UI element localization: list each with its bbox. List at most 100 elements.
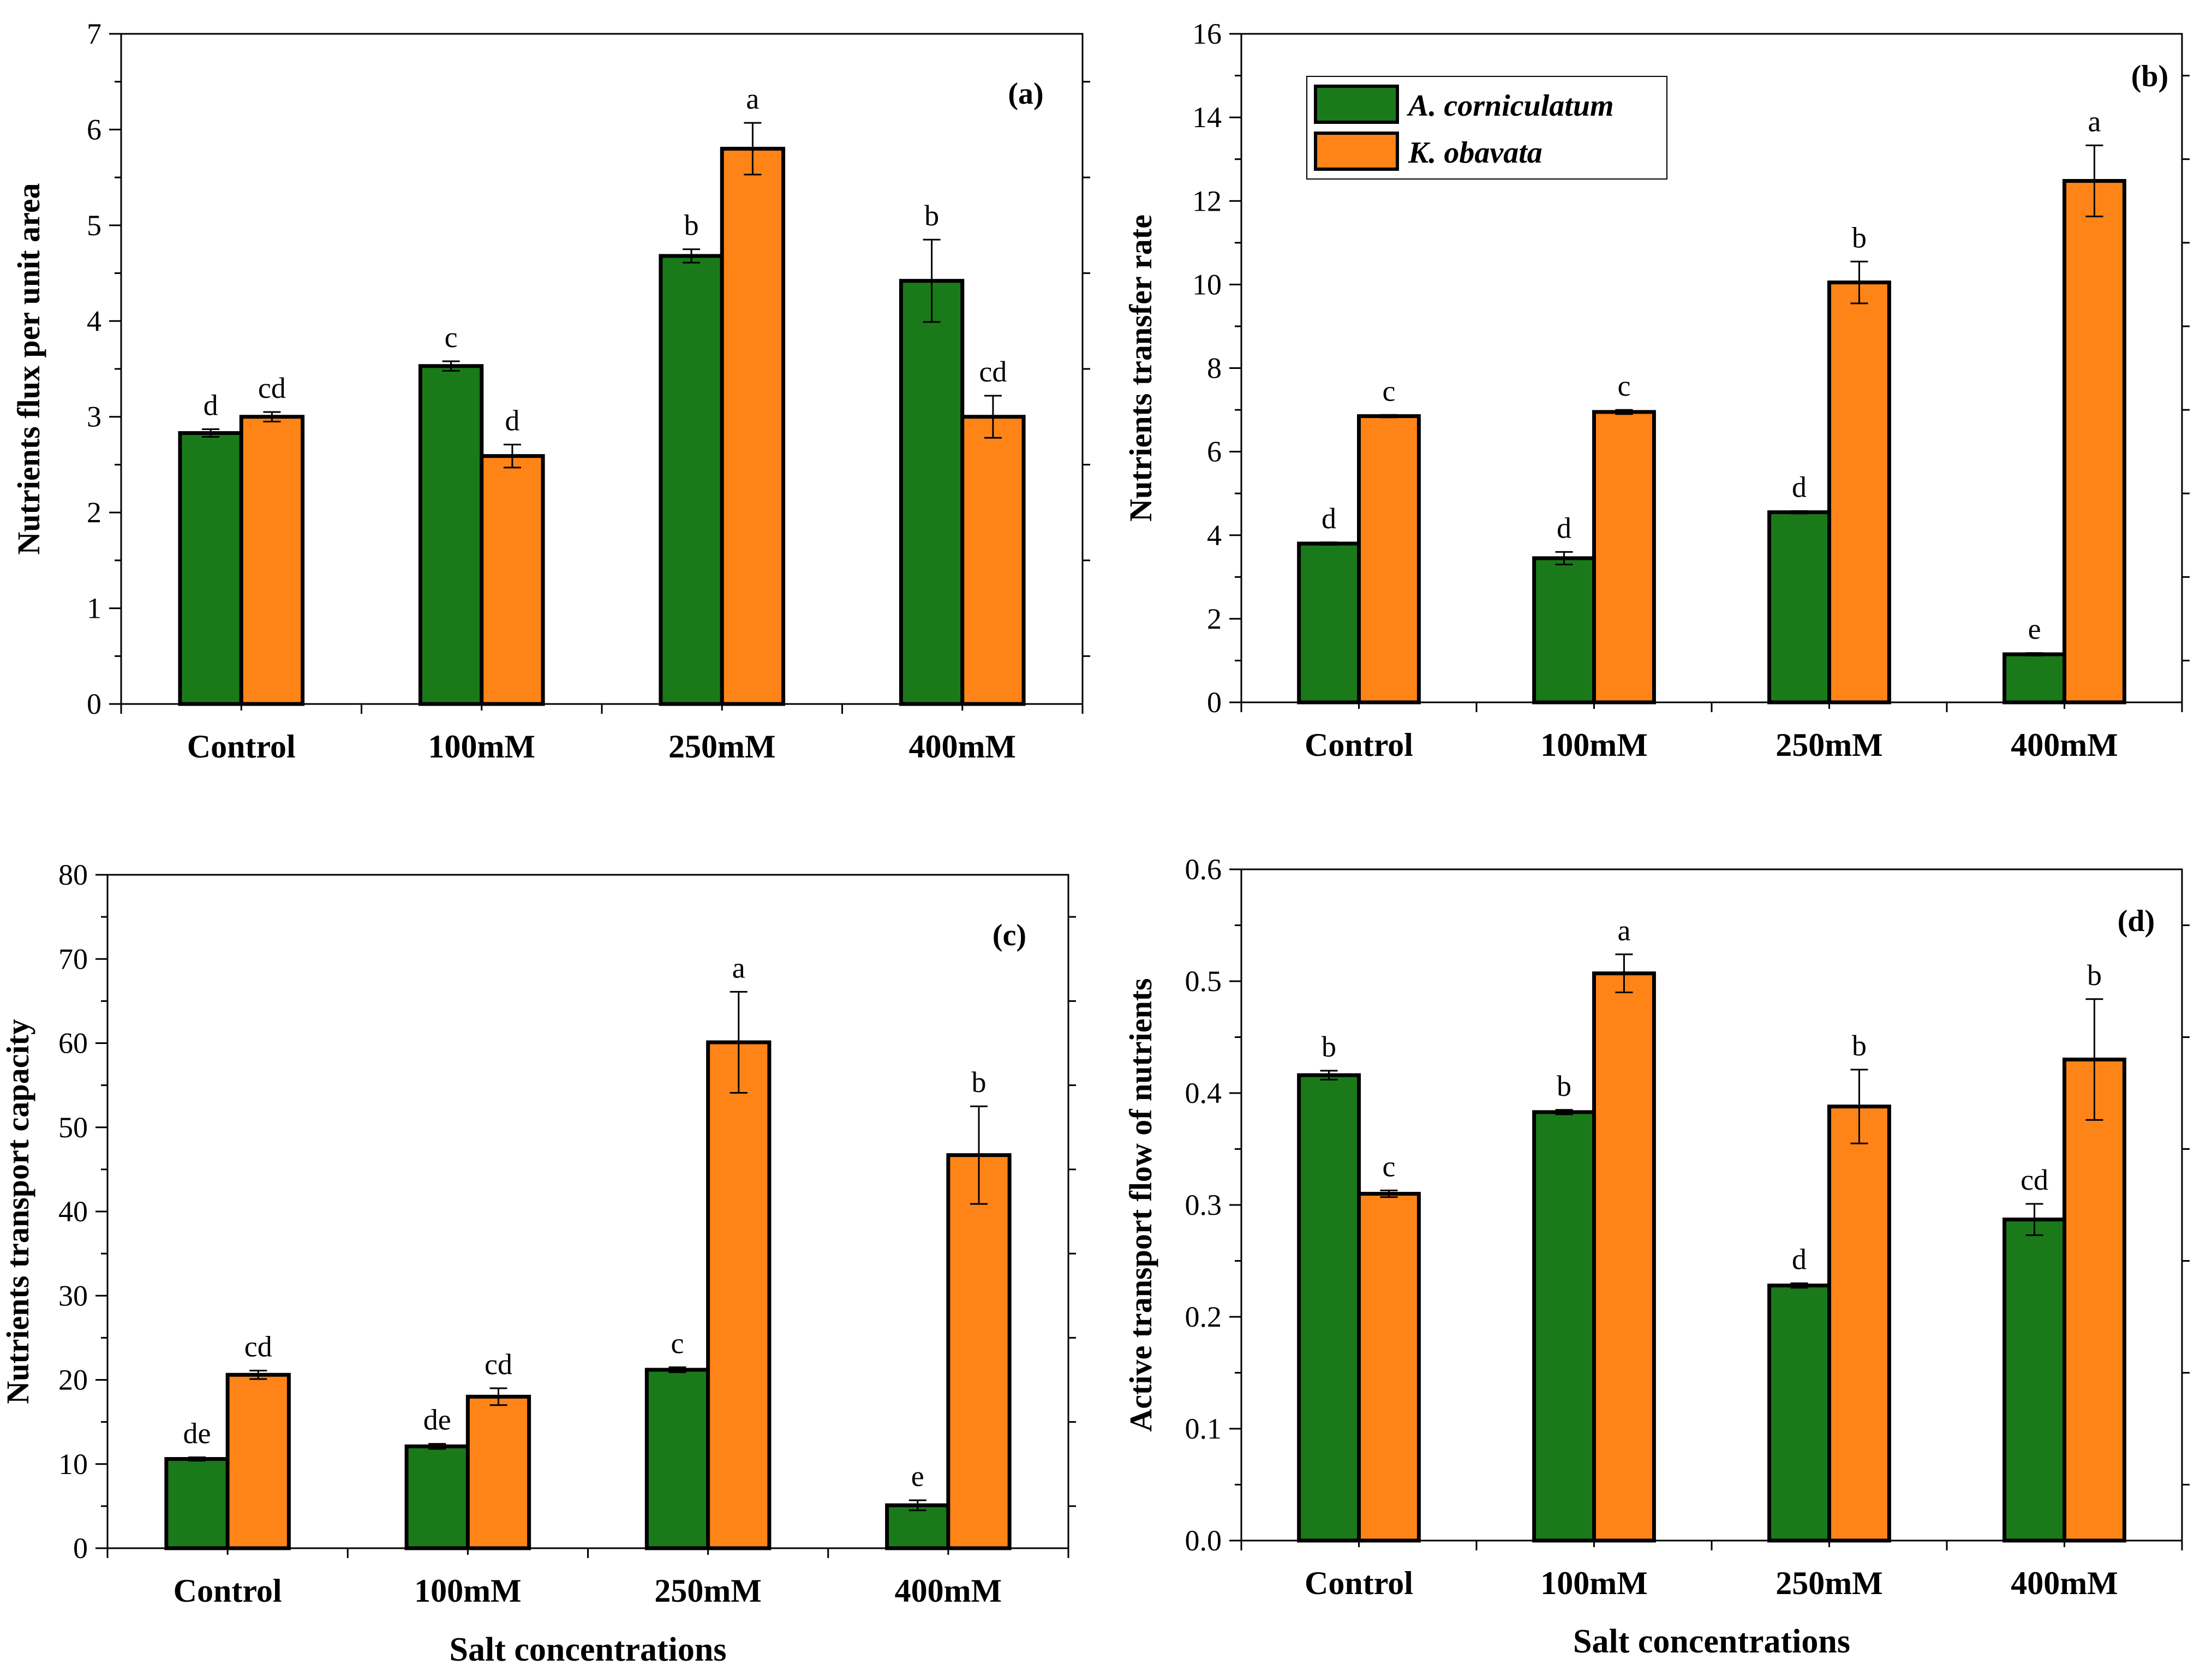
bar [178,431,243,706]
panel-label: (a) [1008,77,1043,111]
significance-letter: cd [258,372,286,404]
y-tick-label: 0 [87,688,101,720]
legend-label-a: A. corniculatum [1407,89,1614,123]
y-tick-label: 30 [58,1279,88,1312]
bar [418,364,484,706]
x-tick-label: 100mM [1540,1565,1648,1601]
significance-letter: de [423,1404,451,1436]
bar [706,1040,772,1550]
bar [2062,1058,2126,1543]
chart-b: d d d e c c b a 0 2 4 6 8 10 12 14 16 Control 100mM 250mM 40… [1123,17,2190,763]
y-tick-label: 7 [87,17,101,50]
significance-letter: b [1852,221,1867,254]
bar [164,1457,230,1550]
significance-letter: e [911,1460,924,1493]
x-axis-title: Salt concentrations [449,1631,726,1665]
x-tick-label: 400mM [895,1573,1002,1609]
bar [1532,1110,1596,1543]
y-tick-label: 10 [1192,268,1222,301]
significance-letter: c [671,1327,684,1359]
significance-letter: a [1617,914,1630,947]
y-axis-title: Nutrients transfer rate [1123,214,1158,522]
y-axis-title: Active transport flow of nutrients [1123,978,1158,1431]
bar [946,1153,1012,1550]
chart-c: de de c e cd cd a b 0 10 20 30 40 50 60 70 80 Control 100m… [0,858,1076,1665]
significance-letter: b [1557,1070,1571,1102]
y-tick-label: 3 [87,401,101,433]
chart-a: d c b b cd d a cd 0 1 2 3 4 5 6 7 Control 100mM 250mM 400mM… [11,17,1090,765]
y-tick-label: 0.6 [1185,853,1222,886]
significance-letter: c [1382,1150,1395,1183]
bar [2002,652,2066,705]
significance-letter: c [445,321,458,354]
y-tick-label: 2 [1207,602,1222,635]
bar [2002,1218,2066,1543]
bar [239,415,305,706]
y-tick-label: 14 [1192,101,1222,134]
bar [480,454,545,706]
y-tick-label: 16 [1192,17,1222,50]
bar [2062,179,2126,705]
significance-letter: a [2088,105,2101,138]
x-tick-label: 400mM [2011,1565,2118,1601]
y-tick-label: 4 [1207,519,1222,552]
significance-letter: a [746,82,759,115]
y-tick-label: 12 [1192,184,1222,217]
x-tick-label: 100mM [414,1573,522,1609]
y-tick-label: 40 [58,1195,88,1228]
significance-letter: e [2028,613,2041,646]
bar [465,1394,531,1550]
y-tick-label: 50 [58,1111,88,1144]
significance-letter: d [1322,502,1336,535]
x-tick-label: Control [174,1573,282,1609]
bar [1357,414,1421,705]
significance-letter: d [505,404,519,437]
significance-letter: b [2087,959,2102,992]
y-tick-label: 4 [87,305,101,337]
y-tick-label: 0.0 [1185,1524,1222,1557]
y-tick-label: 60 [58,1027,88,1060]
significance-letter: a [732,951,745,984]
significance-letter: cd [485,1348,512,1381]
significance-letter: b [1322,1030,1336,1063]
y-tick-label: 10 [58,1448,88,1481]
x-tick-label: 400mM [908,729,1016,765]
y-tick-label: 0.3 [1185,1189,1222,1221]
significance-letter: c [1382,374,1395,407]
significance-letter: cd [979,355,1007,388]
x-tick-label: 400mM [2011,727,2118,763]
y-tick-label: 5 [87,209,101,242]
x-tick-label: 250mM [1775,727,1883,763]
x-tick-label: Control [187,729,296,765]
x-tick-label: Control [1305,727,1413,763]
bar [1357,1192,1421,1543]
bar [1767,510,1831,705]
bar [1297,1073,1361,1543]
bar [404,1444,470,1550]
x-tick-label: Control [1305,1565,1413,1601]
y-tick-label: 70 [58,942,88,975]
significance-letter: b [1852,1029,1867,1062]
y-tick-label: 80 [58,858,88,891]
bar [960,415,1026,706]
y-tick-label: 8 [1207,352,1222,385]
significance-letter: d [1557,511,1571,544]
y-tick-label: 0 [73,1532,88,1565]
y-axis-title: Nutrients flux per unit area [11,183,46,555]
significance-letter: de [183,1417,211,1449]
y-tick-label: 20 [58,1364,88,1397]
x-tick-label: 100mM [428,729,535,765]
x-tick-label: 250mM [654,1573,762,1609]
x-axis-title: Salt concentrations [1573,1623,1850,1660]
y-tick-label: 1 [87,592,101,625]
y-tick-label: 6 [1207,435,1222,468]
legend-swatch-a [1314,85,1399,124]
significance-letter: d [1792,470,1807,503]
bar [1827,1105,1891,1543]
y-tick-label: 0 [1207,686,1222,719]
bar [1827,281,1891,705]
bar [1592,971,1656,1543]
x-tick-label: 100mM [1540,727,1648,763]
x-tick-label: 250mM [1775,1565,1883,1601]
